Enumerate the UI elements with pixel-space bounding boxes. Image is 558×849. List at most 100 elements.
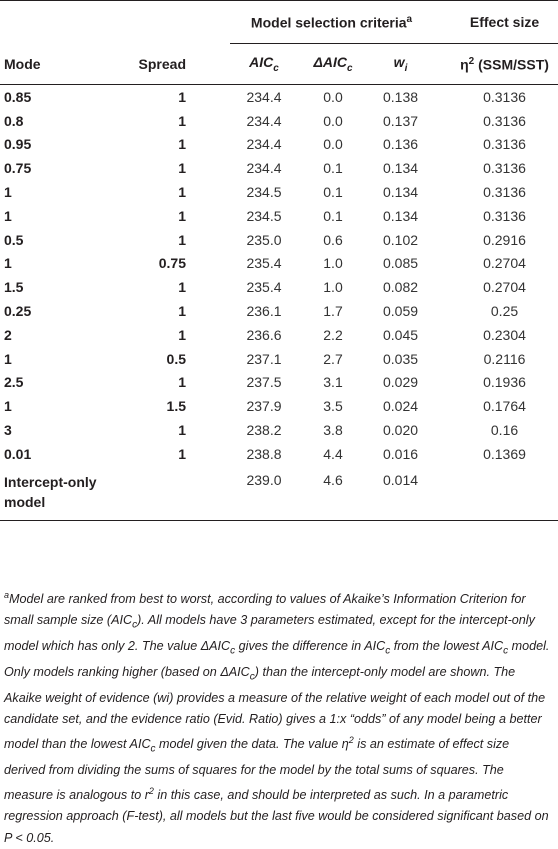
cell-eta: 0.2116 (483, 350, 526, 367)
cell-spread: 1 (178, 112, 186, 129)
cell-weight: 0.035 (382, 350, 419, 367)
cell-aic: 237.5 (246, 374, 282, 391)
cell-spread: 1 (178, 422, 186, 439)
cell-mode: 0.5 (4, 231, 24, 248)
table-row: 0.01 1 238.8 4.4 0.016 0.1369 (0, 442, 558, 466)
cell-eta: 0.3136 (483, 88, 526, 105)
cell-eta: 0.16 (490, 422, 519, 439)
header-effect-size: Effect size (433, 0, 558, 44)
table-row: 3 1 238.2 3.8 0.020 0.16 (0, 418, 558, 442)
cell-weight: 0.134 (382, 184, 419, 201)
cell-delta-aic: 1.0 (323, 255, 343, 272)
table-row: 0.25 1 236.1 1.7 0.059 0.25 (0, 299, 558, 323)
cell-weight: 0.138 (382, 88, 419, 105)
cell-delta-aic: 1.0 (323, 279, 343, 296)
table-row-intercept: Intercept-only model 239.0 4.6 0.014 (0, 465, 558, 521)
cell-delta-aic: 0.1 (323, 184, 343, 201)
cell-eta: 0.3136 (483, 160, 526, 177)
cell-delta-aic: 4.4 (323, 445, 343, 462)
cell-mode: 0.25 (4, 303, 32, 320)
cell-aic: 234.5 (246, 207, 282, 224)
cell-mode: 3 (4, 422, 12, 439)
cell-aic: 234.4 (246, 88, 282, 105)
cell-aic: 237.9 (246, 398, 282, 415)
cell-aic: 238.2 (246, 422, 282, 439)
cell-weight: 0.082 (382, 279, 419, 296)
cell-spread: 1 (178, 136, 186, 153)
table-row: 2.5 1 237.5 3.1 0.029 0.1936 (0, 371, 558, 395)
cell-weight: 0.020 (382, 422, 419, 439)
cell-aic: 234.4 (246, 136, 282, 153)
cell-mode: 1.5 (4, 279, 24, 296)
header-weight: wi (368, 43, 434, 85)
intercept-label-line2: model (4, 493, 46, 510)
cell-weight: 0.134 (382, 207, 419, 224)
table-row: 0.75 1 234.4 0.1 0.134 0.3136 (0, 156, 558, 180)
header-spread: Spread (130, 43, 230, 85)
cell-aic: 236.1 (246, 303, 282, 320)
cell-eta: 0.3136 (483, 136, 526, 153)
cell-weight: 0.085 (382, 255, 419, 272)
cell-mode: 2.5 (4, 374, 24, 391)
cell-delta-aic: 3.1 (323, 374, 343, 391)
cell-spread: 1 (178, 303, 186, 320)
cell-mode: 0.75 (4, 160, 32, 177)
cell-aic: 234.5 (246, 184, 282, 201)
header-delta-aic: ΔAICc (298, 43, 368, 85)
cell-spread: 0.5 (166, 350, 186, 367)
header-mode: Mode (0, 43, 130, 85)
cell-mode: 1 (4, 207, 12, 224)
table-row: 0.5 1 235.0 0.6 0.102 0.2916 (0, 228, 558, 252)
cell-spread: 1 (178, 160, 186, 177)
cell-mode: 1 (4, 184, 12, 201)
cell-aic: 238.8 (246, 445, 282, 462)
cell-mode: 1 (4, 350, 12, 367)
cell-eta: 0.1936 (483, 374, 526, 391)
cell-delta-aic: 0.0 (323, 88, 343, 105)
cell-weight: 0.045 (382, 326, 419, 343)
cell-spread: 1.5 (166, 398, 186, 415)
cell-eta: 0.2704 (483, 255, 526, 272)
header-group-row: Model selection criteriaa Effect size (0, 0, 558, 44)
cell-delta-aic: 2.7 (323, 350, 343, 367)
cell-eta: 0.2704 (483, 279, 526, 296)
header-model-selection: Model selection criteriaa (230, 0, 434, 44)
cell-weight: 0.014 (368, 465, 434, 521)
cell-mode: Intercept-only model (0, 465, 130, 521)
cell-weight: 0.024 (382, 398, 419, 415)
cell-delta-aic: 0.6 (323, 231, 343, 248)
cell-eta: 0.3136 (483, 207, 526, 224)
cell-spread: 0.75 (158, 255, 186, 272)
cell-weight: 0.059 (382, 303, 419, 320)
cell-delta-aic: 2.2 (323, 326, 343, 343)
cell-eta (433, 465, 558, 521)
table-row: 0.95 1 234.4 0.0 0.136 0.3136 (0, 133, 558, 157)
header-column-row: Mode Spread AICc ΔAICc wi η2 (SSM/SST) (0, 43, 558, 85)
table-row: 2 1 236.6 2.2 0.045 0.2304 (0, 323, 558, 347)
cell-aic: 236.6 (246, 326, 282, 343)
cell-eta: 0.3136 (483, 184, 526, 201)
footnote-marker: a (4, 590, 10, 600)
cell-spread: 1 (178, 207, 186, 224)
cell-spread: 1 (178, 374, 186, 391)
cell-eta: 0.25 (490, 303, 519, 320)
intercept-label-line1: Intercept-only (4, 473, 97, 490)
cell-eta: 0.1369 (483, 445, 526, 462)
table-row: 1 1 234.5 0.1 0.134 0.3136 (0, 180, 558, 204)
cell-aic: 235.0 (246, 231, 282, 248)
cell-aic: 234.4 (246, 112, 282, 129)
cell-aic: 235.4 (246, 279, 282, 296)
cell-weight: 0.137 (382, 112, 419, 129)
cell-weight: 0.136 (382, 136, 419, 153)
cell-spread: 1 (178, 88, 186, 105)
cell-delta-aic: 0.1 (323, 207, 343, 224)
header-aic: AICc (230, 43, 298, 85)
table-row: 0.8 1 234.4 0.0 0.137 0.3136 (0, 109, 558, 133)
cell-delta-aic: 3.5 (323, 398, 343, 415)
cell-delta-aic: 0.0 (323, 112, 343, 129)
header-eta: η2 (SSM/SST) (433, 43, 558, 85)
cell-delta-aic: 0.0 (323, 136, 343, 153)
cell-mode: 0.01 (4, 445, 32, 462)
table-footnote: aModel are ranked from best to worst, ac… (4, 590, 550, 845)
